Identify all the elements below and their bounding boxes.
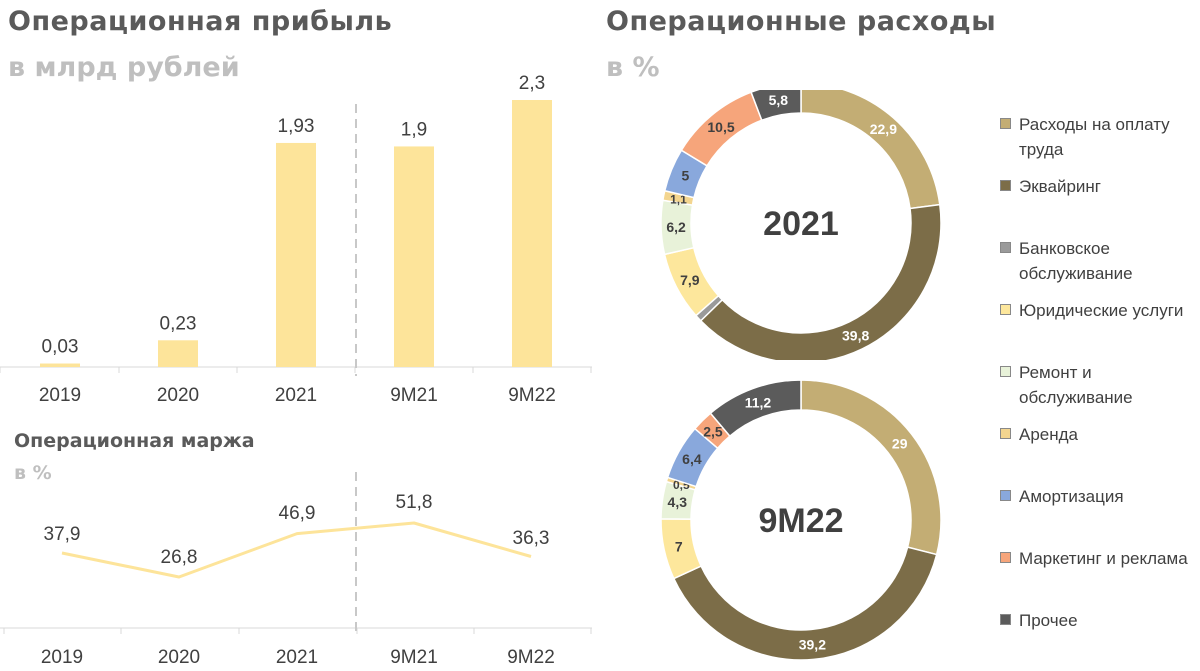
legend-item: Банковское обслуживание: [1000, 236, 1195, 286]
bar-2021: [276, 142, 316, 367]
donut-slice-label: 7: [675, 538, 683, 554]
x-tick-label: 2021: [276, 647, 318, 668]
donut-center-label: 2021: [763, 205, 839, 243]
legend-swatch: [1000, 304, 1011, 315]
legend-item: Расходы на оплату труда: [1000, 112, 1195, 162]
bar-value-label: 1,93: [278, 116, 315, 137]
legend-label: Юридические услуги: [1019, 301, 1184, 320]
donut-slice-label: 29: [892, 435, 908, 451]
donut-slice-8: [709, 380, 802, 438]
legend-swatch: [1000, 428, 1011, 439]
bar-value-label: 0,23: [160, 313, 197, 334]
donut-slice-8: [750, 90, 802, 122]
donut-center-label: 9M22: [758, 502, 843, 540]
line-value-label: 51,8: [396, 492, 433, 513]
legend-label: Банковское обслуживание: [1019, 239, 1133, 283]
x-tick-label: 2020: [158, 647, 200, 668]
bar-9M22: [512, 100, 552, 367]
donut-slice-label: 1,1: [670, 192, 687, 206]
legend-item: Ремонт и обслуживание: [1000, 360, 1195, 410]
legend-swatch: [1000, 490, 1011, 501]
chart-title-operating-profit: Операционная прибыль: [8, 6, 393, 37]
x-tick-label: 9M22: [508, 385, 556, 406]
x-tick-label: 2020: [157, 385, 199, 406]
legend-item: Эквайринг: [1000, 174, 1195, 199]
donut-slice-label: 5: [681, 168, 689, 184]
legend-swatch: [1000, 242, 1011, 253]
donut-slice-label: 2,5: [703, 423, 723, 439]
legend-swatch: [1000, 180, 1011, 191]
legend-swatch: [1000, 118, 1011, 129]
bar-value-label: 0,03: [42, 337, 79, 358]
legend-label: Расходы на оплату труда: [1019, 115, 1170, 159]
donut-slice-label: 39,8: [842, 327, 869, 343]
line-value-label: 36,3: [513, 528, 550, 549]
legend-label: Маркетинг и реклама: [1019, 549, 1188, 568]
bar-value-label: 1,9: [401, 119, 427, 140]
bar-2019: [40, 363, 80, 367]
x-tick-label: 2019: [41, 647, 83, 668]
legend-item: Амортизация: [1000, 484, 1195, 509]
donut-slice-label: 6,4: [682, 451, 702, 467]
operating-profit-bar-chart: 0,03 2019 0,23 2020 1,93 2021 1,9 9M21 2,3 9M22: [0, 73, 592, 406]
chart-subtitle-operating-expenses: в %: [606, 52, 660, 83]
x-tick-label: 2021: [275, 385, 317, 406]
donut-slice-label: 4,3: [668, 494, 688, 510]
legend-swatch: [1000, 552, 1011, 563]
donut-slice-label: 6,2: [666, 219, 686, 235]
legend-label: Аренда: [1019, 425, 1079, 444]
legend-item: Прочее: [1000, 608, 1195, 633]
legend-item: Маркетинг и реклама: [1000, 546, 1195, 571]
donut-slice-label: 7,9: [680, 272, 700, 288]
legend-label: Прочее: [1019, 611, 1078, 630]
x-tick-label: 9M22: [507, 647, 555, 668]
donut-slice-label: 22,9: [870, 121, 897, 137]
legend-label: Ремонт и обслуживание: [1019, 363, 1133, 407]
line-value-label: 26,8: [161, 547, 198, 568]
operating-margin-line-chart: 37,9 2019 26,8 2020 46,9 2021 51,8 9M21 36,3 9M22: [0, 472, 592, 668]
x-tick-label: 2019: [39, 385, 81, 406]
legend-item: Юридические услуги: [1000, 298, 1195, 323]
donut-slice-label: 10,5: [707, 119, 734, 135]
chart-subtitle-operating-margin: в %: [14, 462, 52, 484]
x-tick-label: 9M21: [390, 647, 438, 668]
chart-title-operating-expenses: Операционные расходы: [606, 6, 997, 37]
legend-swatch: [1000, 366, 1011, 377]
margin-series-line: [61, 521, 532, 579]
legend-label: Амортизация: [1019, 487, 1124, 506]
expenses-donut-2021: 22,9 39,8 7,9 6,2 1,1 5 10,5 5,8 2021: [660, 90, 942, 360]
line-value-label: 46,9: [279, 503, 316, 524]
legend-item: Аренда: [1000, 422, 1195, 447]
x-tick-label: 9M21: [390, 385, 438, 406]
donut-slice-label: 39,2: [799, 636, 826, 652]
donut-slice-label: 11,2: [745, 395, 772, 411]
legend-label: Эквайринг: [1019, 177, 1101, 196]
bar-value-label: 2,3: [519, 73, 545, 94]
bar-2020: [158, 340, 198, 367]
bar-9M21: [394, 146, 434, 367]
chart-subtitle-operating-profit: в млрд рублей: [8, 52, 240, 83]
donut-slice-label: 5,8: [769, 92, 789, 108]
line-value-label: 37,9: [44, 524, 81, 545]
donut-slice-0: [800, 90, 941, 210]
chart-title-operating-margin: Операционная маржа: [14, 430, 255, 452]
legend-swatch: [1000, 614, 1011, 625]
